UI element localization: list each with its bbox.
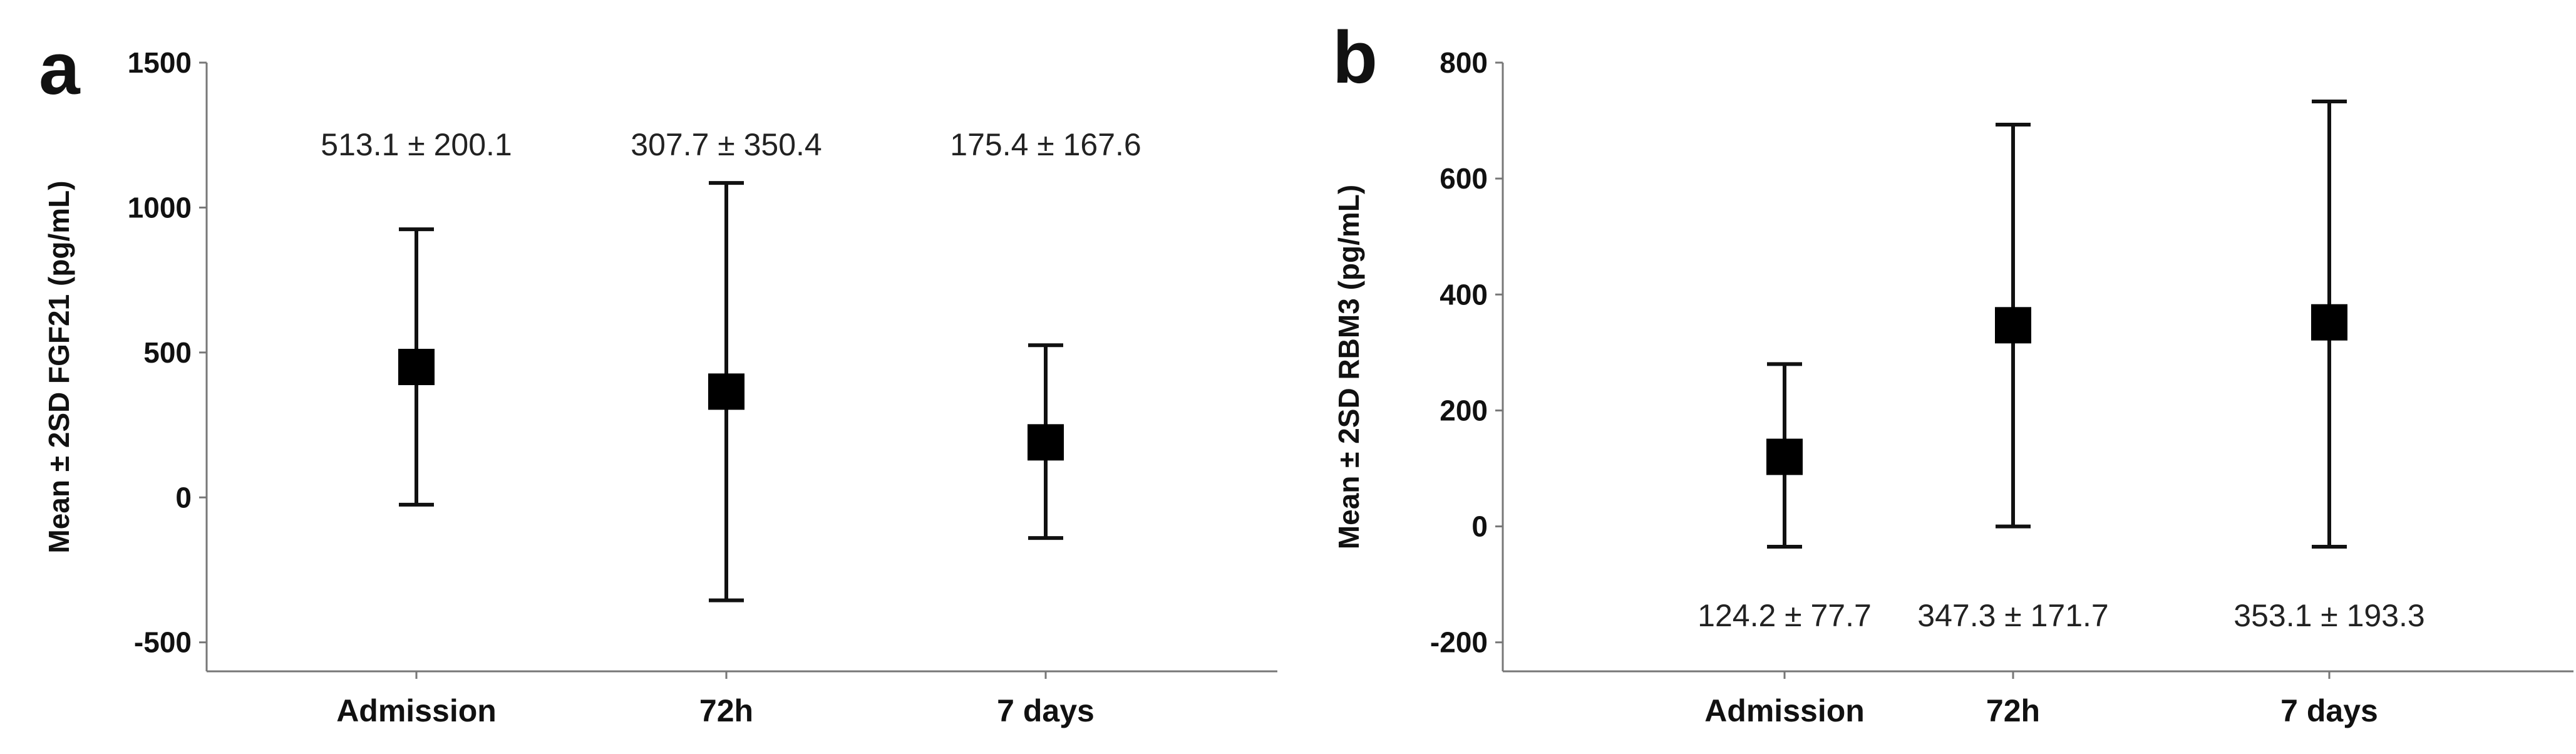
y-tick-label: 1000 xyxy=(128,191,192,224)
chart-panel-b: b -200 0 200 400 600 800 Mean ± 2SD RBM3 (pg/mL… xyxy=(1332,16,2573,728)
y-tick-label: 0 xyxy=(175,481,192,514)
mean-marker xyxy=(398,349,435,385)
x-tick-label: 72h xyxy=(699,693,753,728)
x-tick-label: 72h xyxy=(1986,693,2040,728)
mean-marker xyxy=(1766,438,1803,475)
panel-label: b xyxy=(1332,16,1378,99)
data-annotation: 513.1 ± 200.1 xyxy=(321,127,512,162)
y-tick-label: 1500 xyxy=(128,46,192,79)
x-tick-label: Admission xyxy=(336,693,497,728)
data-annotation: 347.3 ± 171.7 xyxy=(1917,598,2108,633)
y-tick-label: 400 xyxy=(1440,278,1488,311)
panel-label: a xyxy=(39,28,81,110)
mean-marker xyxy=(708,373,744,410)
y-tick-label: 500 xyxy=(143,336,192,369)
y-tick-label: 600 xyxy=(1440,162,1488,195)
x-tick-label: 7 days xyxy=(2280,693,2378,728)
y-axis-title: Mean ± 2SD FGF21 (pg/mL) xyxy=(43,180,75,553)
data-annotation: 124.2 ± 77.7 xyxy=(1698,598,1872,633)
mean-marker xyxy=(1995,307,2031,344)
chart-panel-a: a -500 0 500 1000 1500 Mean ± 2SD FGF21 (pg/mL… xyxy=(39,28,1277,728)
y-tick-label: 200 xyxy=(1440,394,1488,426)
mean-marker xyxy=(1028,424,1064,461)
y-tick-label: -500 xyxy=(134,626,192,659)
mean-marker xyxy=(2311,304,2347,341)
data-annotation: 307.7 ± 350.4 xyxy=(631,127,822,162)
y-tick-label: -200 xyxy=(1430,626,1488,659)
x-tick-label: Admission xyxy=(1704,693,1865,728)
y-tick-label: 0 xyxy=(1471,510,1488,543)
x-tick-label: 7 days xyxy=(997,693,1095,728)
y-tick-label: 800 xyxy=(1440,46,1488,79)
data-annotation: 175.4 ± 167.6 xyxy=(950,127,1141,162)
data-annotation: 353.1 ± 193.3 xyxy=(2233,598,2424,633)
y-axis-title: Mean ± 2SD RBM3 (pg/mL) xyxy=(1332,185,1365,549)
